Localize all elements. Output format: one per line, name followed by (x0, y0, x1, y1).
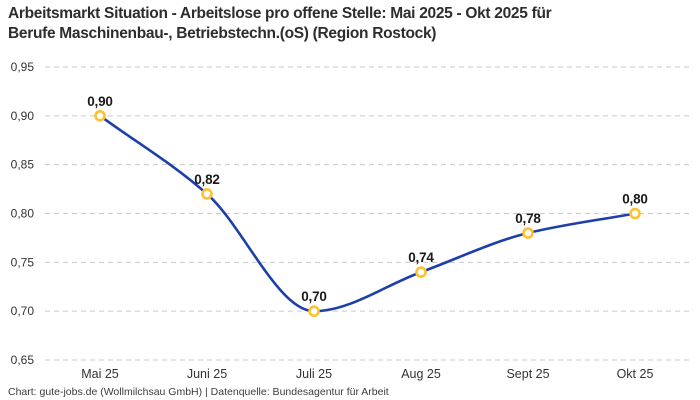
x-axis-tick-label: Mai 25 (81, 367, 119, 381)
data-point (94, 110, 106, 122)
data-point (201, 188, 213, 200)
y-axis-tick-label: 0,90 (11, 109, 35, 123)
data-point-label: 0,80 (622, 192, 647, 207)
data-point (308, 305, 320, 317)
y-axis-tick-label: 0,80 (11, 207, 35, 221)
x-axis-tick-label: Juni 25 (187, 367, 227, 381)
y-axis-tick-label: 0,95 (11, 60, 35, 74)
x-axis-tick-label: Sept 25 (506, 367, 549, 381)
data-point-label: 0,90 (87, 94, 112, 109)
chart-title: Arbeitsmarkt Situation - Arbeitslose pro… (8, 4, 552, 44)
chart-title-line1: Arbeitsmarkt Situation - Arbeitslose pro… (8, 5, 552, 22)
data-point (415, 266, 427, 278)
x-axis-tick-label: Okt 25 (617, 367, 654, 381)
y-axis-tick-label: 0,70 (11, 304, 35, 318)
data-point-label: 0,74 (408, 250, 434, 265)
y-axis-tick-label: 0,85 (11, 158, 35, 172)
data-point-label: 0,70 (301, 289, 326, 304)
x-axis-tick-label: Aug 25 (401, 367, 441, 381)
data-point (522, 227, 534, 239)
y-axis-tick-label: 0,65 (11, 353, 35, 367)
chart-title-line2: Berufe Maschinenbau-, Betriebstechn.(oS)… (8, 25, 437, 42)
chart-footer: Chart: gute-jobs.de (Wollmilchsau GmbH) … (8, 386, 389, 398)
data-point (629, 207, 641, 220)
y-axis-tick-label: 0,75 (11, 255, 35, 269)
data-point-label: 0,78 (515, 211, 541, 226)
data-point-label: 0,82 (194, 172, 219, 187)
x-axis-tick-label: Juli 25 (296, 367, 332, 381)
